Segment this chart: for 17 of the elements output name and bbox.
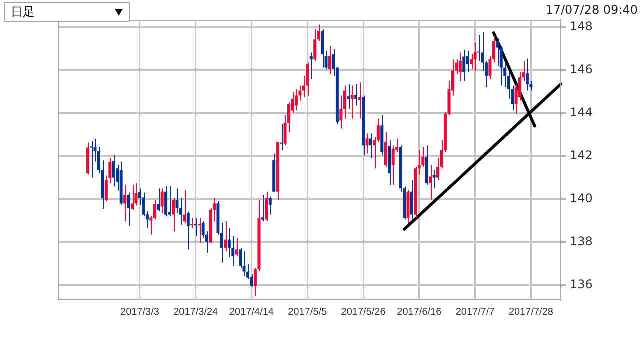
- y-tick-label: 148: [570, 19, 593, 34]
- y-tick-label: 136: [570, 278, 593, 292]
- y-tick-label: 142: [570, 148, 593, 162]
- y-tick-label: 144: [570, 105, 593, 120]
- y-tick-label: 140: [570, 191, 593, 206]
- x-tick-label: 2017/3/3: [120, 306, 160, 318]
- y-tick-label: 138: [570, 234, 593, 248]
- text: 17/07/28 09:40: [546, 3, 638, 17]
- x-tick-label: 2017/3/24: [174, 306, 219, 318]
- x-tick-label: 2017/4/14: [230, 306, 274, 318]
- y-tick-label: 146: [570, 62, 593, 76]
- x-tick-label: 2017/5/5: [288, 306, 328, 318]
- x-tick-label: 2017/5/26: [341, 306, 386, 318]
- x-tick-label: 2017/6/16: [397, 306, 442, 318]
- x-tick-label: 2017/7/28: [508, 306, 554, 318]
- dropdown: 日足: [4, 2, 130, 22]
- x-tick-label: 2017/7/7: [456, 306, 496, 318]
